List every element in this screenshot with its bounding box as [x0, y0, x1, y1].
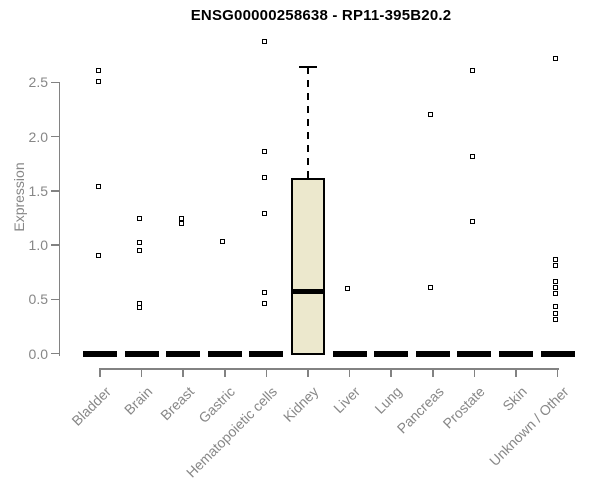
collapsed-box: [166, 350, 201, 357]
outlier-point: [137, 247, 143, 253]
outlier-point: [95, 253, 101, 259]
x-tick: [390, 368, 392, 377]
x-tick: [515, 368, 517, 377]
x-tick: [307, 368, 309, 377]
collapsed-box: [457, 350, 492, 357]
outlier-point: [261, 211, 267, 217]
x-tick: [432, 368, 434, 377]
outlier-point: [469, 153, 475, 159]
x-tick-label: Kidney: [280, 383, 322, 425]
outlier-point: [553, 304, 559, 310]
outlier-point: [553, 310, 559, 316]
x-tick: [99, 368, 101, 377]
outlier-point: [261, 38, 267, 44]
outlier-point: [178, 220, 184, 226]
outlier-point: [469, 218, 475, 224]
y-tick-label: 0.0: [28, 345, 48, 362]
y-tick-label: 2.5: [28, 74, 48, 91]
collapsed-box: [499, 350, 533, 357]
collapsed-box: [124, 350, 159, 357]
outlier-point: [220, 239, 226, 245]
y-tick-label: 1.0: [28, 237, 48, 253]
outlier-point: [469, 67, 475, 73]
x-tick-label: Lung: [371, 383, 405, 417]
x-tick-label: Liver: [330, 383, 364, 417]
box-body: [291, 177, 325, 356]
x-tick: [556, 368, 559, 377]
x-tick: [265, 368, 268, 377]
x-tick-label: Prostate: [439, 383, 489, 432]
outlier-point: [137, 301, 143, 307]
y-tick-label: 1.5: [28, 182, 48, 199]
y-tick-label: 0.5: [28, 291, 48, 308]
outlier-point: [95, 67, 101, 73]
x-tick: [224, 368, 226, 377]
x-axis-line: [98, 368, 560, 370]
outlier-point: [553, 291, 559, 297]
x-tick-label: Breast: [156, 383, 197, 424]
outlier-point: [261, 301, 267, 307]
outlier-point: [178, 216, 184, 222]
x-tick: [473, 368, 476, 377]
outlier-point: [137, 305, 143, 311]
x-tick-label: Skin: [499, 383, 530, 414]
collapsed-box: [332, 350, 367, 357]
whisker-cap: [299, 65, 317, 69]
collapsed-box: [83, 350, 117, 357]
x-tick-label: Brain: [120, 383, 156, 418]
x-tick: [140, 368, 143, 377]
outlier-point: [553, 317, 559, 323]
y-axis-line: [58, 82, 60, 356]
outlier-point: [261, 149, 267, 155]
y-tick-label: 2.0: [28, 128, 48, 145]
outlier-point: [137, 216, 143, 222]
y-tick: [51, 190, 60, 192]
outlier-point: [553, 279, 559, 285]
outlier-point: [95, 78, 101, 84]
collapsed-box: [540, 350, 575, 357]
collapsed-box: [415, 350, 450, 357]
y-tick: [51, 81, 60, 83]
outlier-point: [95, 183, 101, 189]
outlier-point: [553, 263, 559, 269]
median-line: [293, 289, 323, 295]
outlier-point: [261, 290, 267, 296]
chart-title: ENSG00000258638 - RP11-395B20.2: [190, 7, 452, 24]
collapsed-box: [249, 350, 284, 357]
collapsed-box: [374, 350, 409, 357]
x-tick-label: Unknown / Other: [485, 383, 572, 469]
collapsed-box: [207, 350, 242, 357]
outlier-point: [428, 284, 434, 290]
x-tick: [182, 368, 184, 377]
outlier-point: [553, 284, 559, 290]
y-tick: [51, 298, 60, 300]
y-tick: [51, 352, 60, 355]
x-tick-label: Bladder: [68, 383, 114, 429]
y-tick: [51, 135, 60, 138]
outlier-point: [428, 112, 434, 118]
outlier-point: [261, 175, 267, 181]
whisker-line: [306, 67, 310, 178]
outlier-point: [553, 256, 559, 262]
x-tick: [348, 368, 351, 377]
outlier-point: [345, 285, 351, 291]
outlier-point: [137, 240, 143, 246]
y-tick: [51, 244, 60, 246]
outlier-point: [553, 55, 559, 61]
